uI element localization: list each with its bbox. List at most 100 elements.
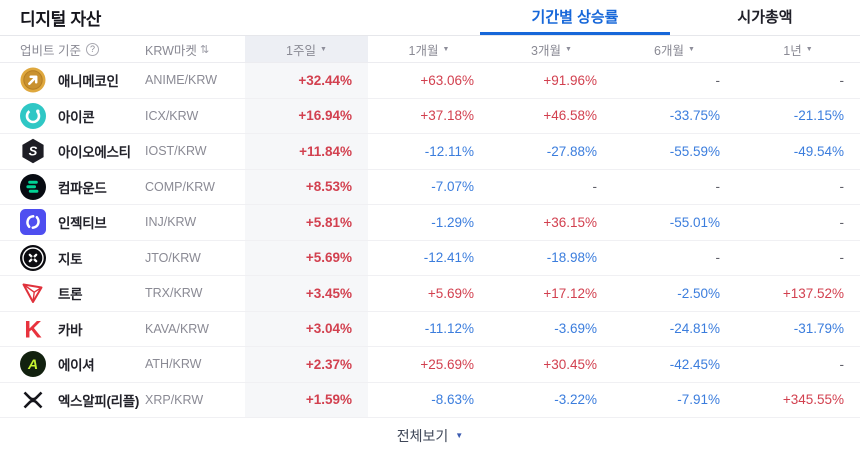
svg-text:S: S: [29, 144, 38, 159]
question-mark-icon[interactable]: ?: [85, 42, 99, 56]
change-value: -1.29%: [431, 214, 474, 230]
coin-cell: K 카바: [20, 312, 145, 347]
table-row[interactable]: A 에이셔 ATH/KRW +2.37% +25.69% +30.45% -42.45…: [0, 347, 860, 383]
change-value: +3.45%: [245, 276, 368, 311]
change-value: -: [839, 214, 845, 230]
coin-cell: 인젝티브: [20, 205, 145, 240]
period-column-header[interactable]: 6개월 ▼: [613, 36, 736, 62]
period-column-header[interactable]: 1년 ▼: [736, 36, 860, 62]
table-row[interactable]: 트론 TRX/KRW +3.45% +5.69% +17.12% -2.50% +137…: [0, 276, 860, 312]
table-row[interactable]: 인젝티브 INJ/KRW +5.81% -1.29% +36.15% -55.01% -: [0, 205, 860, 241]
coin-name: 엑스알피(리플): [58, 393, 140, 409]
market-pair: IOST/KRW: [145, 144, 207, 159]
change-value: +2.37%: [245, 347, 368, 382]
basis-label-cell: 업비트 기준 ?: [20, 36, 145, 62]
page-title: 디지털 자산: [20, 10, 102, 29]
inj-icon: [20, 209, 46, 236]
change-value: -8.63%: [431, 392, 474, 408]
table-row[interactable]: K 카바 KAVA/KRW +3.04% -11.12% -3.69% -24.81%…: [0, 311, 860, 347]
period-column-header[interactable]: 1주일 ▼: [245, 36, 368, 62]
change-value: +5.69%: [245, 240, 368, 275]
change-value: +30.45%: [543, 356, 597, 372]
iost-icon: S: [20, 138, 46, 164]
coin-cell: 엑스알피(리플): [20, 383, 145, 418]
coin-name: 컴파운드: [58, 180, 107, 196]
jto-icon: [20, 244, 46, 271]
change-value: +17.12%: [543, 285, 597, 301]
coin-table-body: 애니메코인 ANIME/KRW +32.44% +63.06% +91.96% - - …: [0, 63, 860, 418]
change-value: +3.04%: [245, 311, 368, 346]
coin-name: 지토: [58, 251, 83, 267]
change-value: -: [592, 179, 598, 195]
coin-name: 에이셔: [58, 358, 95, 374]
change-value: +63.06%: [420, 72, 474, 88]
period-column-header[interactable]: 1개월 ▼: [368, 36, 490, 62]
period-column-label: 6개월: [654, 43, 684, 58]
table-row[interactable]: 지토 JTO/KRW +5.69% -12.41% -18.98% - -: [0, 240, 860, 276]
change-value: +91.96%: [543, 72, 597, 88]
change-value: -42.45%: [669, 356, 720, 372]
coin-cell: 컴파운드: [20, 170, 145, 205]
market-label: KRW마켓: [145, 43, 197, 58]
coin-name: 아이오에스티: [58, 145, 131, 161]
coin-name: 애니메코인: [58, 74, 119, 90]
change-value: +25.69%: [420, 356, 474, 372]
change-value: -2.50%: [677, 285, 720, 301]
change-value: -7.91%: [677, 392, 720, 408]
market-pair: XRP/KRW: [145, 392, 204, 407]
period-column-label: 1주일: [286, 43, 316, 58]
change-value: +5.69%: [427, 285, 474, 301]
kava-icon: K: [20, 316, 46, 342]
tab-market-cap[interactable]: 시가총액: [670, 0, 860, 35]
table-row[interactable]: 애니메코인 ANIME/KRW +32.44% +63.06% +91.96% - -: [0, 63, 860, 99]
view-all-label: 전체보기: [396, 427, 449, 444]
market-pair: KAVA/KRW: [145, 321, 209, 336]
change-value: +32.44%: [245, 63, 368, 98]
tab-market-cap-label: 시가총액: [737, 8, 793, 26]
change-value: -3.22%: [554, 392, 597, 408]
change-value: -21.15%: [793, 108, 844, 124]
change-value: -18.98%: [546, 250, 597, 266]
change-value: -24.81%: [669, 321, 720, 337]
table-row[interactable]: 아이콘 ICX/KRW +16.94% +37.18% +46.58% -33.75%…: [0, 98, 860, 134]
change-value: -11.12%: [424, 321, 474, 337]
coin-name: 카바: [58, 322, 83, 338]
coin-cell: A 에이셔: [20, 347, 145, 382]
change-value: -: [839, 356, 845, 372]
period-column-header[interactable]: 3개월 ▼: [490, 36, 613, 62]
change-value: +46.58%: [543, 108, 597, 124]
table-row[interactable]: 컴파운드 COMP/KRW +8.53% -7.07% - - -: [0, 169, 860, 205]
change-value: -7.07%: [431, 179, 474, 195]
change-value: +11.84%: [245, 134, 368, 169]
tab-period-gains[interactable]: 기간별 상승률: [480, 0, 670, 35]
market-pair: TRX/KRW: [145, 286, 203, 301]
change-value: -: [839, 72, 845, 88]
coin-cell: S 아이오에스티: [20, 134, 145, 169]
market-pair: ICX/KRW: [145, 108, 199, 123]
market-pair: COMP/KRW: [145, 179, 215, 194]
chevron-down-icon: ▼: [455, 431, 464, 440]
coin-name: 인젝티브: [58, 216, 107, 232]
table-row[interactable]: 엑스알피(리플) XRP/KRW +1.59% -8.63% -3.22% -7.91…: [0, 382, 860, 418]
chevron-down-icon: ▼: [688, 45, 695, 53]
change-value: +1.59%: [245, 382, 368, 417]
coin-name: 트론: [58, 287, 83, 303]
svg-text:A: A: [27, 356, 38, 372]
change-value: -: [839, 250, 845, 266]
chevron-down-icon: ▼: [442, 45, 450, 53]
table-row[interactable]: S 아이오에스티 IOST/KRW +11.84% -12.11% -27.88% -…: [0, 134, 860, 170]
change-value: -27.88%: [546, 143, 597, 159]
change-value: -55.59%: [669, 143, 720, 159]
xrp-icon: [20, 387, 46, 413]
change-value: -: [715, 250, 721, 266]
change-value: -: [715, 179, 721, 195]
change-value: -12.11%: [424, 143, 474, 159]
top-bar: 디지털 자산 기간별 상승률 시가총액: [0, 0, 860, 36]
change-value: +16.94%: [245, 98, 368, 133]
tab-period-gains-label: 기간별 상승률: [531, 8, 619, 26]
view-all-button[interactable]: 전체보기 ▼: [0, 418, 860, 453]
change-value: +137.52%: [782, 285, 844, 301]
change-value: -: [715, 72, 721, 88]
change-value: -55.01%: [669, 214, 720, 230]
market-sort-control[interactable]: KRW마켓 ⇅: [145, 36, 245, 62]
